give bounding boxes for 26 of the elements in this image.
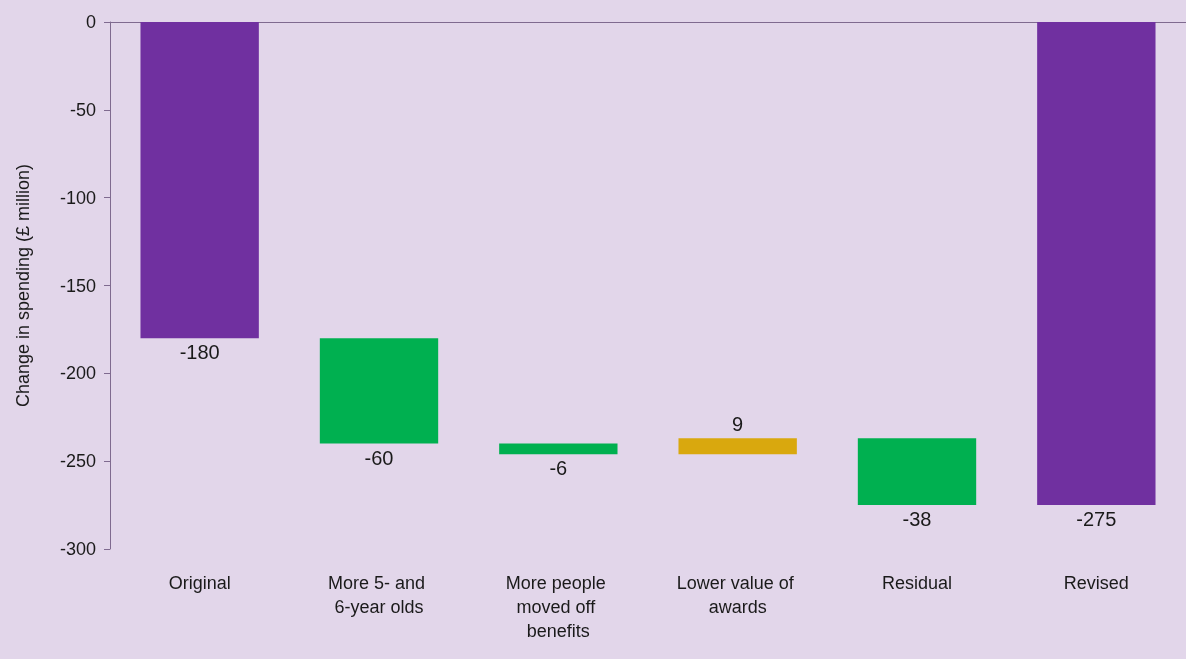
y-axis-title: Change in spending (£ million) — [13, 163, 33, 408]
x-tick-label: More people moved off benefits — [505, 573, 611, 641]
x-tick-label: Original — [168, 573, 231, 593]
y-tick-label: -50 — [69, 99, 96, 120]
data-label: 9 — [732, 413, 744, 436]
bar — [1037, 22, 1156, 506]
data-label: -275 — [1076, 508, 1117, 531]
x-tick-label: Revised — [1063, 573, 1129, 593]
data-label: -38 — [902, 508, 932, 531]
data-label: -6 — [549, 457, 568, 480]
x-tick-label: Lower value of awards — [676, 573, 799, 617]
bar — [319, 338, 439, 444]
x-tick-label: More 5- and 6-year olds — [327, 573, 431, 617]
bar — [499, 443, 618, 455]
x-tick-label: Residual — [881, 573, 953, 593]
y-tick-label: -300 — [59, 539, 96, 559]
y-tick-label: 0 — [85, 12, 96, 32]
y-tick-label: -250 — [59, 451, 96, 472]
bar — [857, 438, 977, 506]
data-label: -180 — [179, 341, 220, 364]
y-tick-label: -100 — [59, 187, 96, 208]
y-tick-label: -200 — [59, 363, 96, 384]
y-tick-label: -150 — [59, 275, 96, 296]
bar — [678, 438, 797, 455]
data-label: -60 — [364, 446, 394, 469]
bar — [140, 22, 259, 339]
